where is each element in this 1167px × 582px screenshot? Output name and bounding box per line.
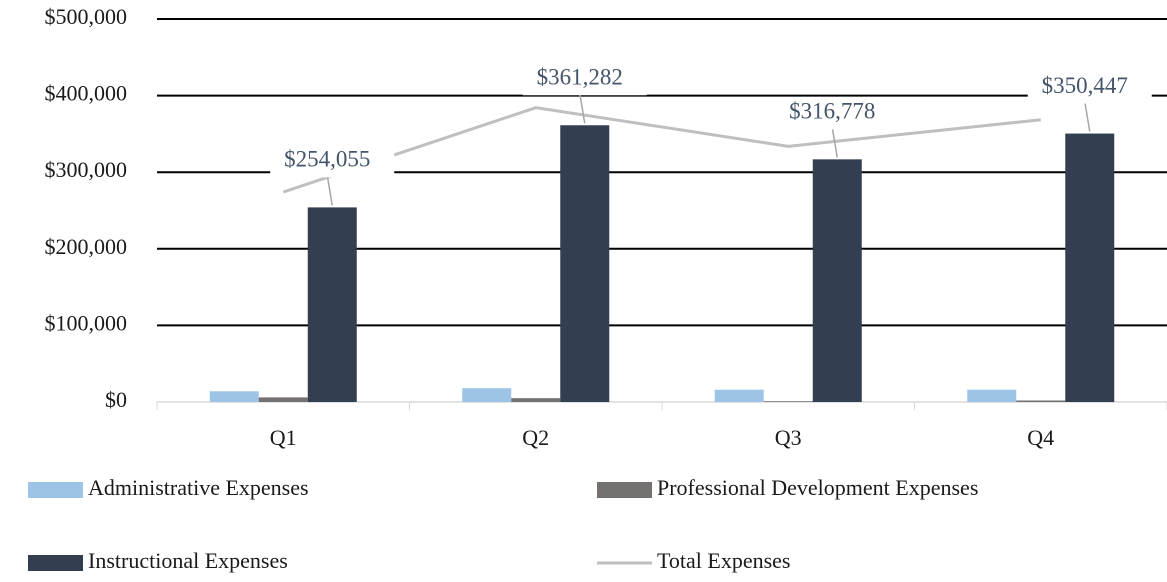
bar	[462, 388, 512, 402]
y-tick-label: $300,000	[45, 157, 128, 182]
legend-swatch	[28, 482, 83, 498]
data-label: $361,282	[537, 65, 623, 90]
data-label: $316,778	[789, 99, 875, 124]
bar	[209, 391, 259, 402]
legend-label: Administrative Expenses	[88, 475, 309, 500]
label-box	[522, 63, 647, 96]
bar	[714, 389, 764, 402]
bar	[1016, 400, 1066, 402]
legend-label: Professional Development Expenses	[657, 475, 978, 500]
leader-line	[1084, 101, 1091, 132]
label-box	[1027, 71, 1152, 104]
y-tick-label: $200,000	[45, 234, 128, 259]
line	[282, 106, 1041, 194]
label-box	[270, 145, 395, 178]
legend-swatch	[597, 482, 652, 498]
data-label: $350,447	[1042, 73, 1128, 98]
data-label: $254,055	[284, 147, 370, 172]
y-tick-label: $500,000	[45, 4, 128, 29]
x-tick-label: Q4	[1027, 425, 1054, 450]
leader-line	[579, 93, 586, 124]
x-tick-label: Q1	[270, 425, 297, 450]
bar	[967, 389, 1017, 402]
legend-swatch	[28, 555, 83, 571]
bar	[1065, 133, 1115, 402]
leader-line	[831, 127, 838, 158]
legend-label: Instructional Expenses	[88, 548, 288, 573]
leader-line	[326, 175, 333, 206]
bar	[560, 125, 610, 402]
bar	[258, 397, 308, 402]
y-tick-label: $100,000	[45, 310, 128, 335]
y-tick-label: $400,000	[45, 81, 128, 106]
x-tick-label: Q3	[775, 425, 802, 450]
label-box	[775, 97, 900, 130]
y-tick-label: $0	[105, 387, 127, 412]
bar	[763, 401, 813, 402]
bar	[812, 159, 862, 402]
bar	[511, 398, 561, 402]
bar	[307, 207, 357, 402]
legend-label: Total Expenses	[657, 548, 790, 573]
x-tick-label: Q2	[522, 425, 549, 450]
